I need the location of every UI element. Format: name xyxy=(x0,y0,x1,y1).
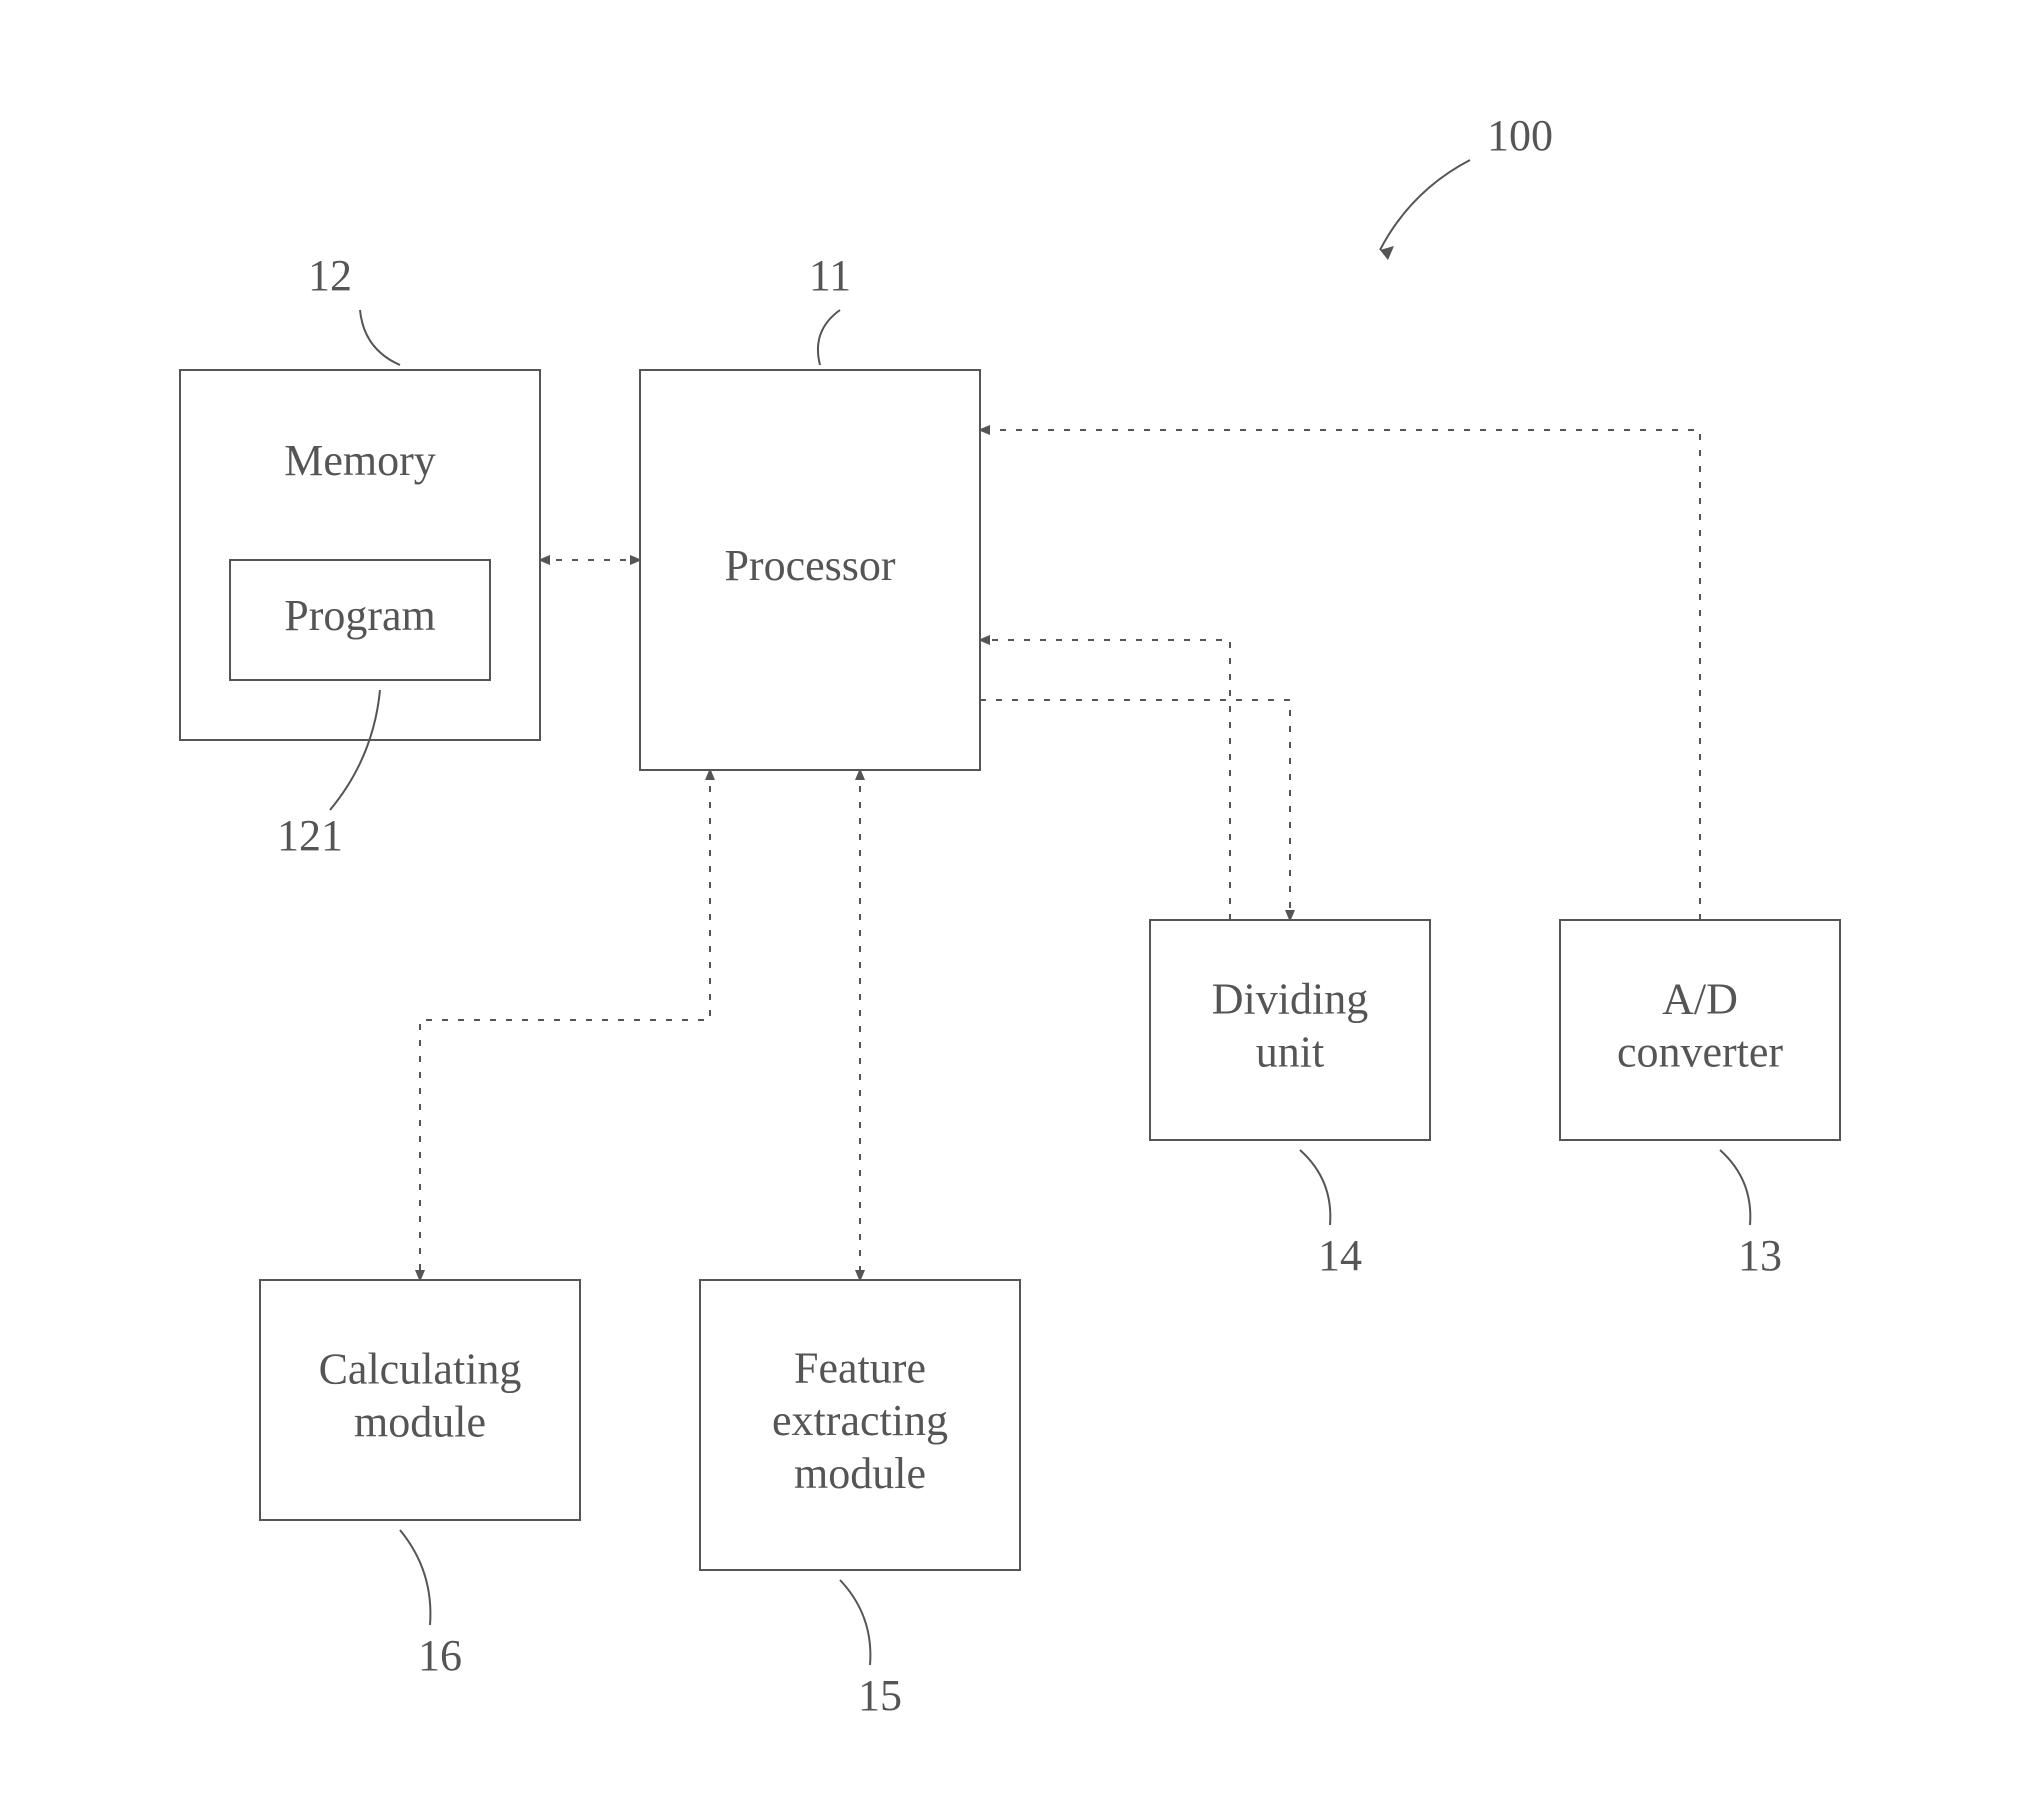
ref-label-memory: 12 xyxy=(308,251,352,300)
box-dividing: Dividingunit xyxy=(1150,920,1430,1140)
box-label-calc: Calculating xyxy=(319,1345,522,1394)
box-label-program: Program xyxy=(284,591,436,640)
ref-system: 100 xyxy=(1380,111,1553,260)
ref-feature: 15 xyxy=(840,1580,902,1720)
box-label-dividing: Dividing xyxy=(1212,975,1368,1024)
box-label-memory: Memory xyxy=(284,436,436,485)
arrow-ad-to-processor xyxy=(980,430,1700,920)
box-program: Program xyxy=(230,560,490,680)
ref-label-calc: 16 xyxy=(418,1631,462,1680)
box-label-calc: module xyxy=(354,1397,486,1446)
ref-label-system: 100 xyxy=(1487,111,1553,160)
ref-label-program: 121 xyxy=(277,811,343,860)
arrows-layer xyxy=(420,430,1700,1280)
box-label-processor: Processor xyxy=(724,541,895,590)
box-label-ad: converter xyxy=(1617,1027,1783,1076)
ref-ad: 13 xyxy=(1720,1150,1782,1280)
ref-label-ad: 13 xyxy=(1738,1231,1782,1280)
ref-label-dividing: 14 xyxy=(1318,1231,1362,1280)
block-diagram: Memory Program Processor Dividingunit A/Dcon… xyxy=(0,0,2038,1809)
box-label-feature: Feature xyxy=(794,1343,926,1392)
arrow-processor-to-dividing xyxy=(980,700,1290,920)
ref-dividing: 14 xyxy=(1300,1150,1362,1280)
arrow-processor-calc xyxy=(420,770,710,1280)
boxes-layer: Memory Program Processor Dividingunit A/Dcon… xyxy=(180,370,1840,1570)
box-label-dividing: unit xyxy=(1256,1027,1324,1076)
ref-processor: 11 xyxy=(809,251,851,365)
box-label-ad: A/D xyxy=(1662,975,1738,1024)
box-ad: A/Dconverter xyxy=(1560,920,1840,1140)
ref-memory: 12 xyxy=(308,251,400,365)
ref-label-processor: 11 xyxy=(809,251,851,300)
box-label-feature: extracting xyxy=(772,1396,948,1445)
box-calc: Calculatingmodule xyxy=(260,1280,580,1520)
box-feature: Featureextractingmodule xyxy=(700,1280,1020,1570)
box-label-feature: module xyxy=(794,1449,926,1498)
ref-label-feature: 15 xyxy=(858,1671,902,1720)
box-memory: Memory xyxy=(180,370,540,740)
arrow-dividing-to-processor xyxy=(980,640,1230,920)
box-processor: Processor xyxy=(640,370,980,770)
ref-calc: 16 xyxy=(400,1530,462,1680)
